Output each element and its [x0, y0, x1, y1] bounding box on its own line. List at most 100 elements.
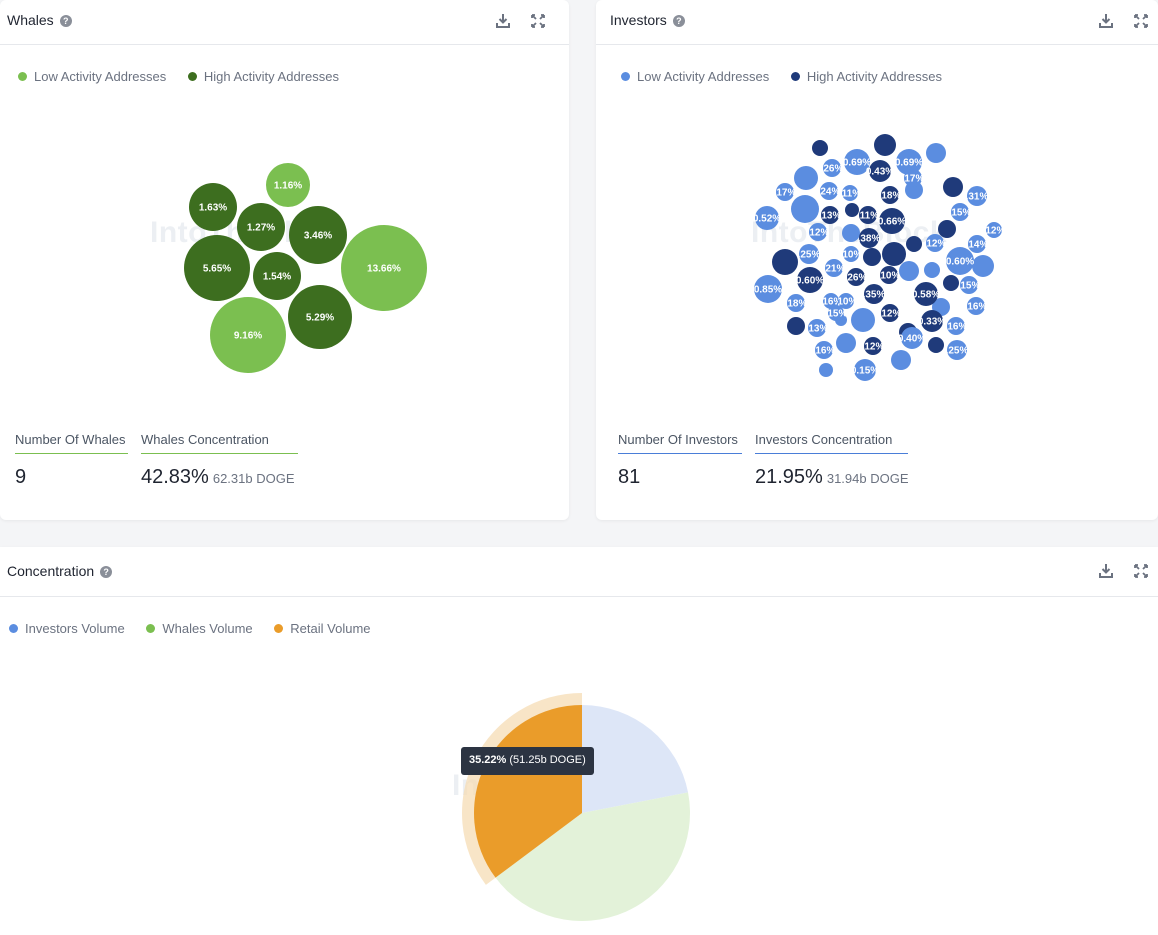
- bubble[interactable]: [253, 252, 301, 300]
- bubble[interactable]: [914, 282, 938, 306]
- help-icon[interactable]: ?: [672, 15, 685, 27]
- help-icon[interactable]: ?: [100, 566, 113, 578]
- bubble[interactable]: [891, 350, 911, 370]
- bubble[interactable]: [237, 203, 285, 251]
- bubble[interactable]: [951, 203, 969, 221]
- legend-item-high-activity[interactable]: High Activity Addresses: [187, 69, 339, 84]
- bubble[interactable]: [787, 317, 805, 335]
- bubble[interactable]: [946, 247, 974, 275]
- bubble[interactable]: [880, 266, 898, 284]
- bubble[interactable]: [828, 305, 844, 321]
- legend-item-whales-volume[interactable]: Whales Volume: [146, 621, 253, 636]
- pie-slice[interactable]: [495, 792, 690, 921]
- bubble[interactable]: [960, 276, 978, 294]
- bubble[interactable]: [845, 203, 859, 217]
- bubble[interactable]: [809, 223, 827, 241]
- bubble[interactable]: [864, 337, 882, 355]
- bubble[interactable]: [901, 327, 923, 349]
- bubble[interactable]: [938, 220, 956, 238]
- bubble-label: .26%: [821, 164, 844, 175]
- bubble[interactable]: [844, 149, 870, 175]
- bubble[interactable]: [847, 268, 865, 286]
- bubble[interactable]: [820, 182, 838, 200]
- bubble[interactable]: [947, 340, 967, 360]
- bubble[interactable]: [289, 206, 347, 264]
- bubble[interactable]: [341, 225, 427, 311]
- bubble[interactable]: [266, 163, 310, 207]
- bubble[interactable]: [823, 159, 841, 177]
- bubble[interactable]: [967, 186, 987, 206]
- bubble[interactable]: [772, 249, 798, 275]
- legend-item-retail-volume[interactable]: Retail Volume: [274, 621, 371, 636]
- bubble-label: .16%: [965, 302, 988, 313]
- bubble[interactable]: [754, 275, 782, 303]
- bubble[interactable]: [851, 308, 875, 332]
- bubble-label: 1.16%: [274, 181, 302, 192]
- download-icon[interactable]: [1095, 10, 1117, 32]
- bubble[interactable]: [874, 134, 896, 156]
- bubble[interactable]: [859, 228, 879, 248]
- bubble[interactable]: [825, 259, 843, 277]
- bubble[interactable]: [904, 169, 922, 187]
- bubble[interactable]: [842, 224, 860, 242]
- bubble[interactable]: [943, 177, 963, 197]
- bubble[interactable]: [812, 140, 828, 156]
- bubble-label: 0.33%: [918, 317, 946, 328]
- expand-icon[interactable]: [1130, 560, 1152, 582]
- bubble[interactable]: [896, 149, 922, 175]
- bubble[interactable]: [859, 206, 877, 224]
- bubble[interactable]: [986, 222, 1002, 238]
- bubble[interactable]: [184, 235, 250, 301]
- legend-item-high-activity[interactable]: High Activity Addresses: [790, 69, 942, 84]
- bubble[interactable]: [924, 262, 940, 278]
- bubble[interactable]: [821, 206, 839, 224]
- bubble[interactable]: [799, 244, 819, 264]
- bubble[interactable]: [794, 166, 818, 190]
- bubble[interactable]: [928, 337, 944, 353]
- bubble[interactable]: [808, 319, 826, 337]
- bubble[interactable]: [881, 186, 899, 204]
- bubble[interactable]: [926, 234, 944, 252]
- bubble[interactable]: [906, 236, 922, 252]
- bubble[interactable]: [972, 255, 994, 277]
- expand-icon[interactable]: [527, 10, 549, 32]
- bubble[interactable]: [210, 297, 286, 373]
- bubble[interactable]: [926, 143, 946, 163]
- pie-slice[interactable]: [582, 705, 689, 813]
- bubble[interactable]: [823, 293, 839, 309]
- bubble[interactable]: [776, 183, 794, 201]
- bubble[interactable]: [967, 297, 985, 315]
- legend-item-investors-volume[interactable]: Investors Volume: [9, 621, 125, 636]
- legend-item-low-activity[interactable]: Low Activity Addresses: [18, 69, 166, 84]
- bubble[interactable]: [882, 242, 906, 266]
- bubble[interactable]: [869, 160, 891, 182]
- help-icon[interactable]: ?: [59, 15, 72, 27]
- bubble[interactable]: [791, 195, 819, 223]
- bubble[interactable]: [843, 246, 859, 262]
- bubble[interactable]: [854, 359, 876, 381]
- bubble[interactable]: [943, 275, 959, 291]
- stat-label: Number Of Investors: [618, 432, 738, 447]
- bubble[interactable]: [288, 285, 352, 349]
- bubble[interactable]: [899, 261, 919, 281]
- bubble[interactable]: [787, 294, 805, 312]
- bubble[interactable]: [842, 185, 858, 201]
- download-icon[interactable]: [1095, 560, 1117, 582]
- download-icon[interactable]: [492, 10, 514, 32]
- bubble[interactable]: [755, 206, 779, 230]
- bubble[interactable]: [189, 183, 237, 231]
- bubble[interactable]: [947, 317, 965, 335]
- bubble[interactable]: [819, 363, 833, 377]
- expand-icon[interactable]: [1130, 10, 1152, 32]
- bubble[interactable]: [879, 208, 905, 234]
- bubble[interactable]: [863, 248, 881, 266]
- bubble[interactable]: [836, 333, 856, 353]
- legend-item-low-activity[interactable]: Low Activity Addresses: [621, 69, 769, 84]
- bubble[interactable]: [864, 284, 884, 304]
- bubble[interactable]: [838, 293, 854, 309]
- bubble[interactable]: [797, 267, 823, 293]
- bubble[interactable]: [881, 304, 899, 322]
- bubble[interactable]: [921, 310, 943, 332]
- bubble[interactable]: [968, 235, 986, 253]
- bubble[interactable]: [815, 341, 833, 359]
